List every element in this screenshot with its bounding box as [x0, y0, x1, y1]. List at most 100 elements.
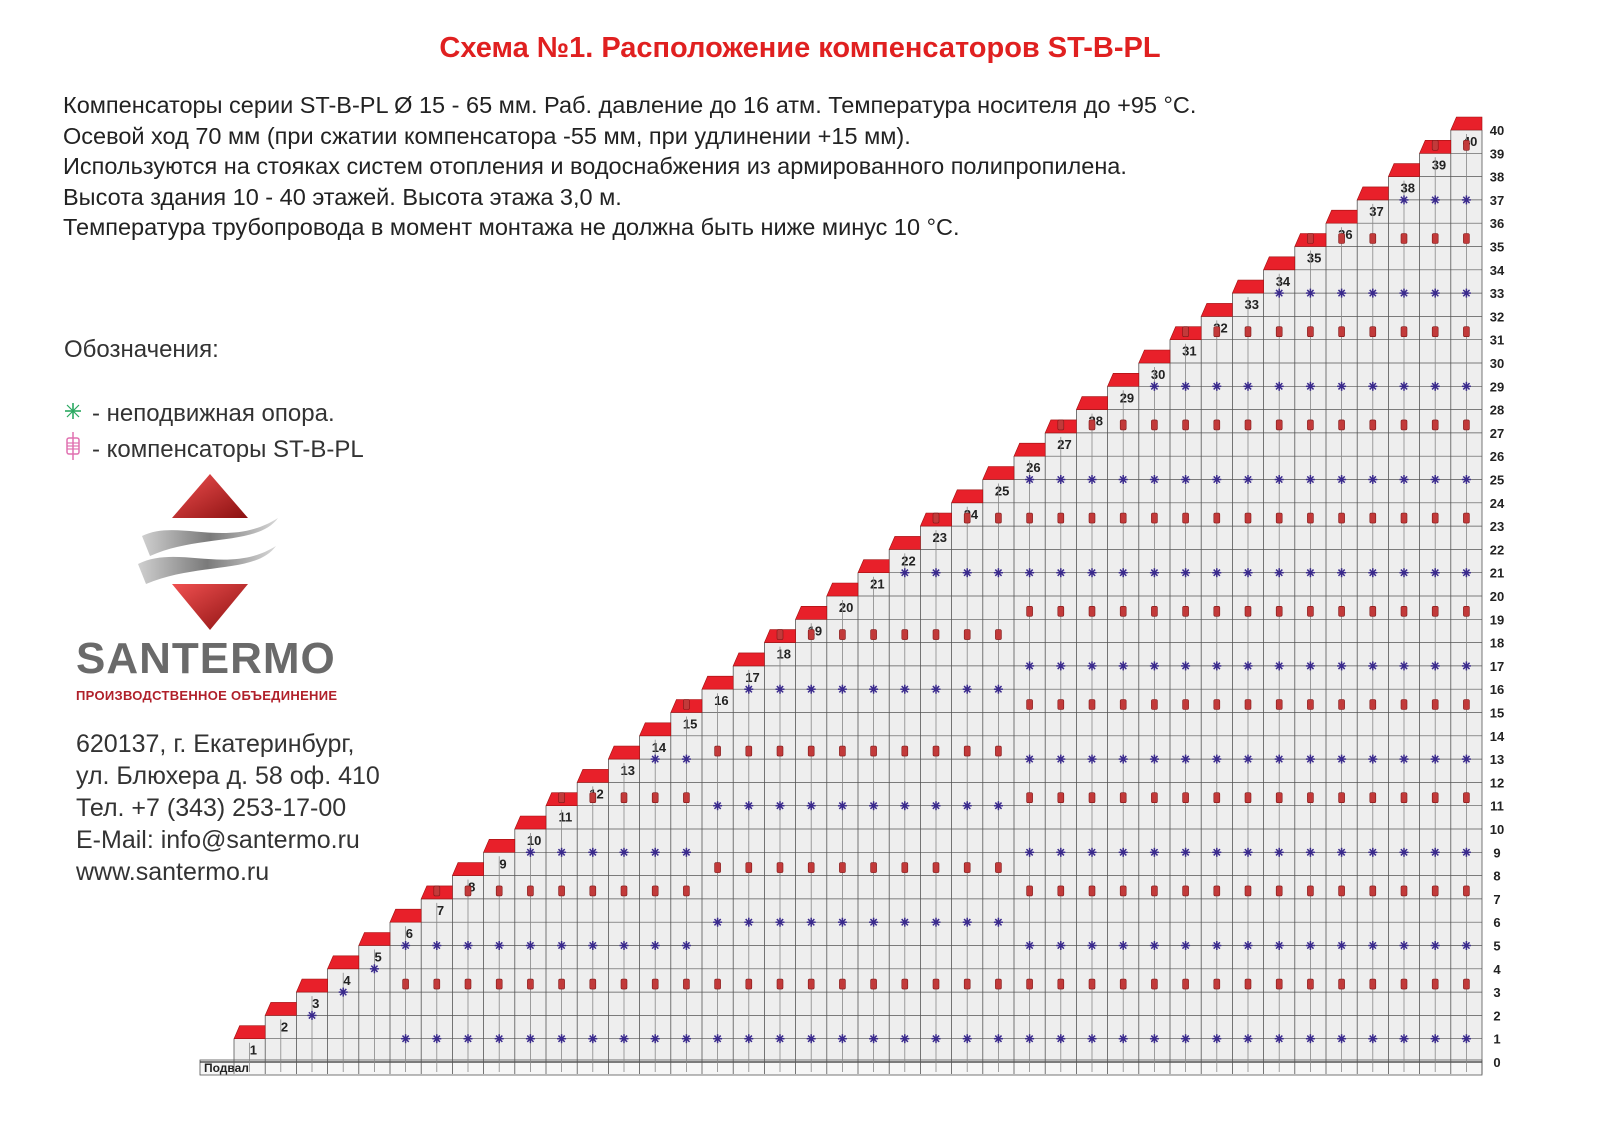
description-line: Используются на стояках систем отопления…: [63, 153, 1127, 179]
fixed-support-icon: [1337, 288, 1347, 298]
roof: [826, 582, 859, 597]
fixed-support-icon: [900, 801, 910, 811]
floor-scale-label: 21: [1490, 566, 1504, 581]
compensator-icon: [839, 629, 846, 640]
compensator-icon: [1088, 885, 1096, 897]
description-line: Температура трубопровода в момент монтаж…: [63, 214, 960, 240]
roof: [1387, 163, 1420, 177]
compensator-icon: [1119, 419, 1127, 431]
compensator-icon: [1275, 699, 1283, 710]
fixed-support-icon: [775, 801, 785, 811]
roof: [639, 722, 672, 737]
roof: [1075, 396, 1108, 410]
fixed-support-icon: [931, 568, 941, 578]
compensator-icon: [963, 629, 971, 640]
fixed-support-icon: [1337, 941, 1347, 950]
compensator-icon: [1463, 326, 1470, 338]
fixed-support-icon: [1056, 568, 1066, 578]
compensator-icon: [1026, 699, 1033, 710]
fixed-support-icon: [1337, 661, 1347, 671]
compensator-icon: [527, 885, 534, 897]
compensator-icon: [1088, 605, 1096, 617]
fixed-support-icon: [713, 801, 723, 811]
building-number-label: 39: [1432, 157, 1446, 172]
compensator-icon: [901, 862, 909, 873]
fixed-support-icon: [557, 847, 567, 857]
compensator-icon: [1307, 233, 1314, 244]
compensator-icon: [1182, 978, 1189, 990]
compensator-icon: [1088, 699, 1096, 710]
fixed-support-icon: [713, 1034, 723, 1044]
fixed-support-icon: [62, 400, 84, 428]
fixed-support-icon: [1087, 754, 1097, 764]
compensator-icon: [1307, 978, 1314, 990]
compensator-icon: [1338, 792, 1345, 804]
compensator-icon: [901, 745, 909, 757]
compensator-icon: [651, 978, 659, 990]
fixed-support-icon: [1181, 381, 1191, 391]
compensator-icon: [1151, 792, 1158, 804]
compensator-icon: [963, 978, 971, 990]
roof: [576, 769, 609, 783]
compensator-icon: [932, 745, 940, 757]
fixed-support-icon: [1430, 754, 1440, 764]
fixed-support-icon: [900, 1034, 910, 1044]
compensator-icon: [1119, 978, 1127, 990]
compensator-icon: [1088, 792, 1096, 804]
fixed-support-icon: [931, 801, 941, 811]
compensator-icon: [963, 862, 971, 873]
compensator-icon: [1431, 233, 1439, 244]
fixed-support-icon: [1087, 941, 1097, 950]
compensator-icon: [1431, 699, 1439, 710]
fixed-support-icon: [1399, 381, 1409, 391]
fixed-support-icon: [619, 847, 629, 857]
compensator-icon: [558, 978, 565, 990]
fixed-support-icon: [588, 1034, 598, 1044]
fixed-support-icon: [713, 917, 723, 927]
fixed-support-icon: [1212, 661, 1222, 671]
compensator-icon: [870, 629, 877, 640]
compensator-icon: [1275, 885, 1283, 897]
fixed-support-icon: [1056, 941, 1066, 950]
compensator-icon: [1463, 419, 1470, 431]
fixed-support-icon: [1149, 754, 1159, 764]
compensator-icon: [1463, 792, 1470, 804]
fixed-support-icon: [1337, 381, 1347, 391]
compensator-icon: [1244, 605, 1252, 617]
compensator-icon: [1057, 512, 1065, 524]
fixed-support-icon: [1274, 661, 1284, 671]
fixed-support-icon: [1056, 847, 1066, 857]
fixed-support-icon: [1118, 568, 1128, 578]
fixed-support-icon: [1430, 661, 1440, 671]
fixed-support-icon: [1243, 381, 1253, 391]
building-number-label: 31: [1182, 344, 1196, 359]
roof: [1231, 279, 1264, 294]
fixed-support-icon: [650, 847, 660, 857]
floor-scale-label: 18: [1490, 636, 1504, 651]
compensator-icon: [932, 978, 940, 990]
fixed-support-icon: [1025, 1034, 1035, 1044]
fixed-support-icon: [1305, 288, 1315, 298]
compensator-icon: [1369, 605, 1377, 617]
fixed-support-icon: [1305, 941, 1315, 950]
compensator-icon: [1026, 885, 1033, 897]
fixed-support-icon: [1337, 568, 1347, 578]
description-line: Компенсаторы серии ST-B-PL Ø 15 - 65 мм.…: [63, 92, 1197, 118]
compensator-icon: [1463, 605, 1470, 617]
compensator-icon: [745, 978, 753, 990]
compensator-icon: [1338, 233, 1345, 244]
compensator-icon: [1182, 512, 1189, 524]
compensator-icon: [1400, 792, 1408, 804]
fixed-support-icon: [557, 941, 567, 950]
compensator-icon: [714, 862, 721, 873]
fixed-support-icon: [1118, 941, 1128, 950]
compensator-icon: [1057, 978, 1065, 990]
fixed-support-icon: [650, 1034, 660, 1044]
floor-scale-label: 5: [1493, 939, 1500, 954]
fixed-support-icon: [1305, 847, 1315, 857]
fixed-support-icon: [1337, 847, 1347, 857]
fixed-support-icon: [744, 801, 754, 811]
floor-scale-label: 28: [1490, 403, 1504, 418]
fixed-support-icon: [1181, 475, 1191, 484]
fixed-support-icon: [1149, 941, 1159, 950]
